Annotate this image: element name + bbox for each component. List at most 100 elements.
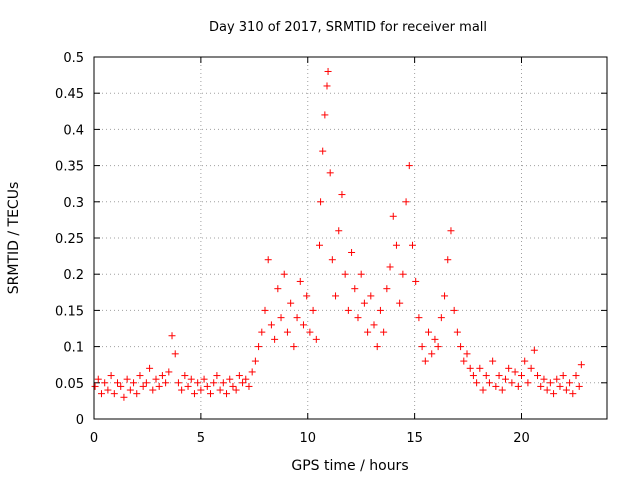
data-point bbox=[370, 321, 378, 329]
data-point bbox=[139, 382, 147, 390]
data-point bbox=[338, 191, 346, 199]
data-point bbox=[190, 390, 198, 398]
data-point bbox=[184, 382, 192, 390]
data-point bbox=[162, 379, 170, 387]
data-point bbox=[408, 241, 416, 249]
data-point bbox=[530, 346, 538, 354]
data-point bbox=[501, 375, 509, 383]
y-tick-label: 0.45 bbox=[55, 87, 84, 102]
data-point bbox=[415, 314, 423, 322]
y-tick-label: 0.25 bbox=[55, 232, 84, 247]
data-point bbox=[328, 256, 336, 264]
data-point bbox=[479, 386, 487, 394]
data-point bbox=[245, 382, 253, 390]
data-point bbox=[324, 67, 332, 75]
data-point bbox=[114, 379, 122, 387]
data-point bbox=[354, 314, 362, 322]
data-point bbox=[518, 372, 525, 380]
data-point bbox=[566, 379, 574, 387]
data-point bbox=[133, 390, 141, 398]
data-point bbox=[229, 382, 237, 390]
y-axis-label: SRMTID / TECUs bbox=[6, 182, 22, 295]
data-point bbox=[312, 335, 320, 343]
data-point bbox=[136, 372, 144, 380]
data-point bbox=[572, 372, 580, 380]
data-point bbox=[447, 227, 455, 235]
data-point bbox=[431, 335, 439, 343]
data-point bbox=[258, 328, 266, 336]
x-tick-label: 5 bbox=[197, 431, 205, 446]
y-tick-label: 0.15 bbox=[55, 304, 84, 319]
data-point bbox=[203, 382, 211, 390]
y-tick-label: 0.3 bbox=[63, 196, 84, 211]
data-point bbox=[476, 364, 484, 372]
grid bbox=[94, 57, 607, 419]
data-point bbox=[569, 390, 577, 398]
y-tick-label: 0.5 bbox=[63, 51, 84, 66]
data-point bbox=[341, 270, 349, 278]
x-tick-label: 20 bbox=[513, 431, 530, 446]
data-point bbox=[226, 375, 234, 383]
data-point bbox=[380, 328, 388, 336]
data-point bbox=[344, 306, 352, 314]
y-tick-label: 0.2 bbox=[63, 268, 84, 283]
data-point bbox=[444, 256, 452, 264]
data-point bbox=[219, 379, 227, 387]
data-point bbox=[274, 285, 282, 293]
data-point bbox=[514, 382, 522, 390]
data-point bbox=[107, 372, 115, 380]
data-point bbox=[392, 241, 400, 249]
data-point bbox=[206, 390, 214, 398]
data-point bbox=[434, 343, 442, 351]
data-point bbox=[463, 350, 471, 358]
data-point bbox=[317, 198, 325, 206]
plot-frame bbox=[93, 56, 608, 420]
data-point bbox=[460, 357, 468, 365]
data-point bbox=[524, 379, 532, 387]
data-point bbox=[521, 357, 529, 365]
data-point bbox=[457, 343, 465, 351]
data-point bbox=[492, 382, 500, 390]
data-point bbox=[130, 379, 138, 387]
data-point bbox=[469, 372, 477, 380]
data-point bbox=[466, 364, 474, 372]
data-point bbox=[287, 299, 295, 307]
data-point bbox=[280, 270, 288, 278]
data-point bbox=[91, 382, 99, 390]
data-point bbox=[293, 314, 301, 322]
data-point bbox=[485, 379, 493, 387]
data-point bbox=[562, 386, 570, 394]
data-point bbox=[165, 368, 173, 376]
data-point bbox=[508, 379, 516, 387]
data-point bbox=[537, 382, 545, 390]
x-tick-label: 0 bbox=[90, 431, 98, 446]
data-point bbox=[223, 390, 231, 398]
data-point bbox=[412, 277, 420, 285]
data-point bbox=[267, 321, 275, 329]
data-point bbox=[575, 382, 583, 390]
data-point bbox=[261, 306, 269, 314]
data-point bbox=[421, 357, 429, 365]
data-point bbox=[364, 328, 372, 336]
data-point bbox=[251, 357, 259, 365]
data-point bbox=[399, 270, 407, 278]
data-point bbox=[473, 379, 481, 387]
data-point bbox=[386, 263, 394, 271]
data-point bbox=[123, 375, 131, 383]
data-point bbox=[373, 343, 381, 351]
data-point bbox=[181, 372, 189, 380]
data-point bbox=[94, 375, 102, 383]
data-point bbox=[396, 299, 404, 307]
y-tick-label: 0 bbox=[76, 413, 84, 428]
data-point bbox=[437, 314, 445, 322]
chart-title: Day 310 of 2017, SRMTID for receiver mal… bbox=[209, 20, 487, 35]
data-point bbox=[453, 328, 461, 336]
data-point bbox=[428, 350, 436, 358]
data-point bbox=[326, 169, 334, 177]
data-point bbox=[296, 277, 304, 285]
data-point bbox=[332, 292, 340, 300]
data-point bbox=[200, 375, 208, 383]
data-point bbox=[168, 332, 176, 340]
data-point bbox=[149, 386, 157, 394]
